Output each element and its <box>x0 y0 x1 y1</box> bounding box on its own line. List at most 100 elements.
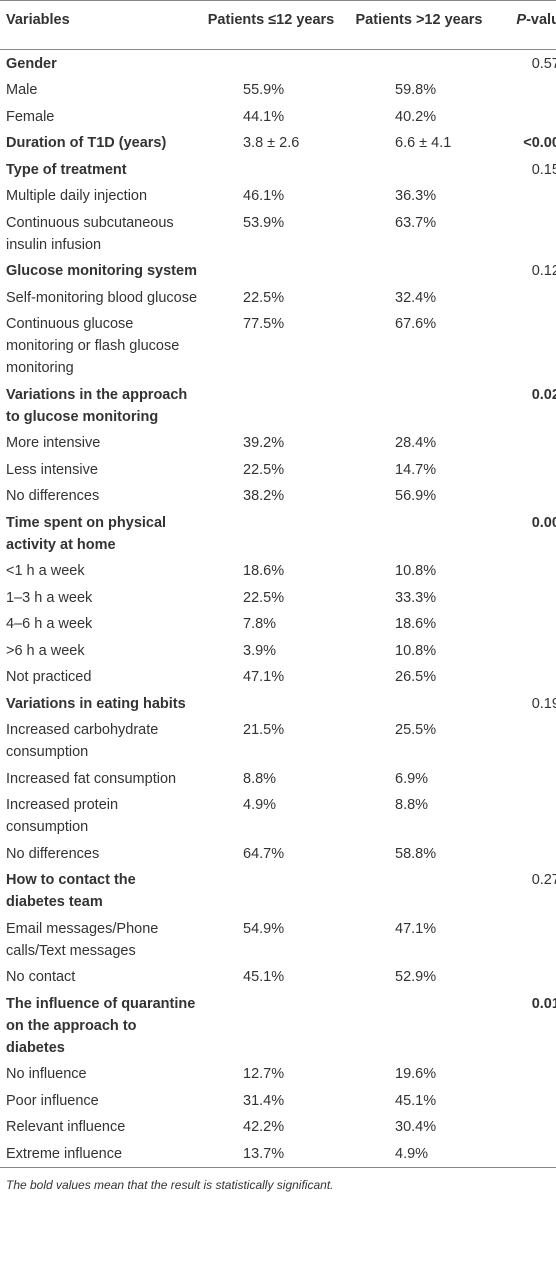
row-label: Male <box>6 82 38 98</box>
table-header: Variables Patients ≤12 years Patients >1… <box>0 0 556 50</box>
value-cell: 7.8% <box>243 616 277 632</box>
table-row: Time spent on physical activity at home 0… <box>0 509 556 558</box>
value-cell: 77.5% <box>243 316 285 332</box>
p-value-cell: <0.001 <box>523 135 556 151</box>
value-cell <box>340 381 498 430</box>
table-row: The influence of quarantine on the appro… <box>0 990 556 1061</box>
row-label: No influence <box>6 1066 87 1082</box>
value-cell: 63.7% <box>395 214 437 231</box>
value-cell: 54.9% <box>243 920 285 937</box>
section-label: Variations in the approach to glucose mo… <box>6 386 188 425</box>
p-value-cell <box>498 765 556 792</box>
value-cell: 4.9% <box>243 797 277 813</box>
p-value-cell <box>498 1087 556 1114</box>
p-value-cell <box>498 611 556 638</box>
value-cell: 10.8% <box>395 642 437 659</box>
value-cell: 46.1% <box>243 188 285 204</box>
table-row: No differences 64.7% 58.8% <box>0 840 556 867</box>
value-cell: 53.9% <box>243 214 285 231</box>
p-value-cell <box>498 284 556 311</box>
row-label: Continuous glucose monitoring or flash g… <box>6 316 180 376</box>
value-cell: 14.7% <box>395 461 437 478</box>
row-label: No differences <box>6 488 100 504</box>
table-row: Gender 0.571 <box>0 50 556 77</box>
value-cell: 6.6 ± 4.1 <box>395 135 452 151</box>
row-label: No differences <box>6 845 100 862</box>
value-cell: 42.2% <box>243 1119 285 1135</box>
p-value-cell <box>498 717 556 766</box>
value-cell: 32.4% <box>395 289 437 306</box>
table-row: No influence 12.7% 19.6% <box>0 1061 556 1088</box>
table-row: <1 h a week 18.6% 10.8% <box>0 558 556 585</box>
p-value-cell: 0.001 <box>531 514 556 531</box>
table-row: 4–6 h a week 7.8% 18.6% <box>0 611 556 638</box>
p-value-cell: 0.155 <box>531 161 556 178</box>
value-cell: 30.4% <box>395 1119 437 1135</box>
row-label: Extreme influence <box>6 1145 123 1162</box>
value-cell <box>202 381 340 430</box>
table-row: Relevant influence 42.2% 30.4% <box>0 1114 556 1141</box>
table-row: No contact 45.1% 52.9% <box>0 964 556 991</box>
p-value-cell: 0.017 <box>531 995 556 1012</box>
table-row: More intensive 39.2% 28.4% <box>0 430 556 457</box>
table-row: Continuous subcutaneous insulin infusion… <box>0 209 556 258</box>
value-cell: 59.8% <box>395 82 437 98</box>
header-cell: P-value <box>498 0 556 50</box>
value-cell: 55.9% <box>243 82 285 98</box>
value-cell: 67.6% <box>395 316 437 332</box>
table-row: Not practiced 47.1% 26.5% <box>0 664 556 691</box>
value-cell: 26.5% <box>395 669 437 685</box>
value-cell: 56.9% <box>395 488 437 504</box>
value-cell: 8.8% <box>243 770 277 787</box>
table-row: How to contact the diabetes team 0.271 <box>0 867 556 916</box>
value-cell: 22.5% <box>243 461 285 478</box>
table-row: Variations in the approach to glucose mo… <box>0 381 556 430</box>
value-cell: 47.1% <box>395 920 437 937</box>
row-label: Multiple daily injection <box>6 188 148 204</box>
value-cell <box>340 690 498 717</box>
value-cell: 8.8% <box>395 797 429 813</box>
table-row: Self-monitoring blood glucose 22.5% 32.4% <box>0 284 556 311</box>
value-cell: 36.3% <box>395 188 437 204</box>
row-label: 1–3 h a week <box>6 589 93 606</box>
section-label: Time spent on physical activity at home <box>6 514 167 553</box>
section-label: Type of treatment <box>6 161 127 178</box>
p-value-cell <box>498 637 556 664</box>
table-row: Type of treatment 0.155 <box>0 156 556 183</box>
value-cell: 64.7% <box>243 845 285 862</box>
p-value-cell <box>498 209 556 258</box>
p-value-cell <box>498 456 556 483</box>
value-cell: 28.4% <box>395 435 437 451</box>
value-cell: 45.1% <box>243 969 285 985</box>
data-table: Variables Patients ≤12 years Patients >1… <box>0 0 556 1168</box>
p-value-cell: 0.028 <box>531 386 556 403</box>
value-cell: 19.6% <box>395 1066 437 1082</box>
p-value-cell <box>498 183 556 210</box>
value-cell <box>202 509 340 558</box>
value-cell <box>340 50 498 77</box>
p-value-cell <box>498 1061 556 1088</box>
table-row: Extreme influence 13.7% 4.9% <box>0 1140 556 1167</box>
value-cell <box>202 690 340 717</box>
row-label: Email messages/Phone calls/Text messages <box>6 920 159 959</box>
value-cell <box>202 990 340 1061</box>
table-row: Increased fat consumption 8.8% 6.9% <box>0 765 556 792</box>
value-cell: 12.7% <box>243 1066 285 1082</box>
p-value-cell <box>498 77 556 104</box>
value-cell: 3.9% <box>243 642 277 659</box>
p-value-cell <box>498 664 556 691</box>
section-label: Glucose monitoring system <box>6 263 197 279</box>
value-cell: 52.9% <box>395 969 437 985</box>
value-cell: 38.2% <box>243 488 285 504</box>
table-body: Gender 0.571 Male 55.9% 59.8% Female 44.1% 40.2… <box>0 50 556 1168</box>
row-label: >6 h a week <box>6 642 85 659</box>
table-row: Variations in eating habits 0.195 <box>0 690 556 717</box>
value-cell: 58.8% <box>395 845 437 862</box>
value-cell: 21.5% <box>243 722 285 738</box>
value-cell <box>340 990 498 1061</box>
p-value-cell <box>498 430 556 457</box>
p-value-cell <box>498 840 556 867</box>
section-label: How to contact the diabetes team <box>6 872 136 910</box>
section-label: The influence of quarantine on the appro… <box>6 995 196 1056</box>
table-row: No differences 38.2% 56.9% <box>0 483 556 510</box>
